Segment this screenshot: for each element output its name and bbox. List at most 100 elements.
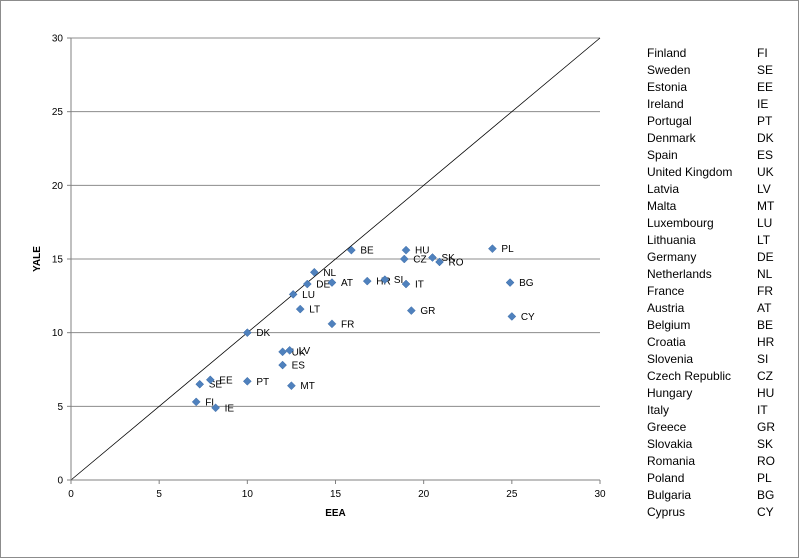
x-axis-title: EEA	[325, 508, 346, 519]
x-tick-label: 25	[506, 489, 518, 500]
legend-country-name: Luxembourg	[647, 216, 714, 230]
legend-row: Sweden SE	[647, 63, 792, 80]
y-tick-label: 5	[57, 402, 63, 413]
x-tick-label: 10	[242, 489, 254, 500]
legend-country-name: Poland	[647, 471, 685, 485]
legend-row: Belgium BE	[647, 318, 792, 335]
legend-country-name: Czech Republic	[647, 369, 732, 383]
point-label-be: BE	[360, 246, 374, 257]
y-tick-label: 0	[57, 476, 63, 487]
legend-country-name: Croatia	[647, 335, 686, 349]
legend-row: France FR	[647, 284, 792, 301]
point-label-hu: HU	[415, 246, 429, 257]
y-tick-label: 10	[52, 328, 64, 339]
legend-row: Netherlands NL	[647, 267, 792, 284]
point-label-lt: LT	[309, 305, 320, 316]
point-label-es: ES	[292, 361, 306, 372]
data-point-ie	[211, 403, 220, 413]
legend-row: Ireland IE	[647, 97, 792, 114]
legend-country-code: IE	[757, 97, 769, 111]
legend-country-name: United Kingdom	[647, 165, 733, 179]
legend-country-name: Bulgaria	[647, 488, 692, 502]
legend-row: Lithuania LT	[647, 233, 792, 250]
legend-row: Luxembourg LU	[647, 216, 792, 233]
legend-row: Hungary HU	[647, 386, 792, 403]
data-point-cz	[399, 254, 409, 264]
legend-country-name: Malta	[647, 199, 677, 213]
legend-country-name: Greece	[647, 420, 687, 434]
legend-row: Latvia LV	[647, 182, 792, 199]
country-legend: Finland FI Sweden SE Estonia EE Ireland IE Portu…	[647, 46, 792, 522]
legend-country-code: IT	[757, 403, 768, 417]
point-label-si: SI	[394, 275, 403, 286]
legend-country-name: Finland	[647, 46, 687, 60]
legend-country-name: Hungary	[647, 386, 693, 400]
legend-country-code: BG	[757, 488, 775, 502]
legend-country-code: LU	[757, 216, 773, 230]
x-tick-label: 0	[68, 489, 74, 500]
point-label-lv: LV	[299, 346, 311, 357]
legend-country-name: Austria	[647, 301, 685, 315]
x-tick-labels: 0 5 10 15 20 25 30	[68, 489, 606, 500]
point-label-sk: SK	[441, 253, 455, 264]
point-label-gr: GR	[420, 306, 435, 317]
point-label-de: DE	[316, 280, 330, 291]
point-label-it: IT	[415, 280, 424, 291]
legend-row: Italy IT	[647, 403, 792, 420]
y-axis-title: YALE	[32, 246, 43, 272]
x-tick-label: 30	[594, 489, 606, 500]
legend-row: Romania RO	[647, 454, 792, 471]
legend-row: Poland PL	[647, 471, 792, 488]
data-point-bg	[505, 278, 515, 287]
data-point-lu	[288, 290, 298, 299]
legend-row: Croatia HR	[647, 335, 792, 352]
data-point-fi	[191, 397, 201, 407]
data-point-hr	[362, 276, 372, 286]
legend-row: Austria AT	[647, 301, 792, 318]
legend-country-code: UK	[757, 165, 774, 179]
point-label-cy: CY	[521, 312, 535, 323]
legend-country-code: CZ	[757, 369, 773, 383]
data-point-hu	[401, 245, 411, 255]
legend-country-code: SK	[757, 437, 774, 451]
y-tick-label: 30	[52, 34, 64, 45]
legend-country-code: NL	[757, 267, 773, 281]
y-tick-label: 20	[52, 181, 64, 192]
data-point-pl	[488, 244, 497, 254]
point-label-nl: NL	[323, 268, 336, 279]
data-point-uk	[278, 347, 287, 357]
point-label-bg: BG	[519, 278, 534, 289]
legend-row: United Kingdom UK	[647, 165, 792, 182]
legend-row: Germany DE	[647, 250, 792, 267]
legend-country-code: AT	[757, 301, 772, 315]
legend-country-code: HU	[757, 386, 775, 400]
legend-country-name: Germany	[647, 250, 697, 264]
legend-country-name: Slovenia	[647, 352, 694, 366]
legend-country-name: Denmark	[647, 131, 696, 145]
point-label-at: AT	[341, 278, 353, 289]
legend-country-code: RO	[757, 454, 775, 468]
legend-country-name: Ireland	[647, 97, 684, 111]
legend-country-code: MT	[757, 199, 775, 213]
legend-country-name: Belgium	[647, 318, 691, 332]
point-label-ee: EE	[219, 375, 233, 386]
data-point-lt	[295, 304, 305, 314]
legend-row: Finland FI	[647, 46, 792, 63]
data-point-fr	[327, 319, 337, 329]
data-point-gr	[406, 306, 416, 315]
legend-country-name: Estonia	[647, 80, 688, 94]
legend-row: Greece GR	[647, 420, 792, 437]
point-label-se: SE	[209, 380, 223, 391]
data-point-it	[401, 279, 411, 289]
data-point-ro	[435, 257, 444, 267]
point-label-uk: UK	[292, 347, 306, 358]
data-point-mt	[287, 381, 296, 391]
data-point-be	[347, 245, 356, 255]
data-point-lv	[285, 345, 295, 355]
legend-country-code: BE	[757, 318, 774, 332]
legend-row: Spain ES	[647, 148, 792, 165]
legend-country-name: Portugal	[647, 114, 692, 128]
x-tick-label: 15	[330, 489, 342, 500]
